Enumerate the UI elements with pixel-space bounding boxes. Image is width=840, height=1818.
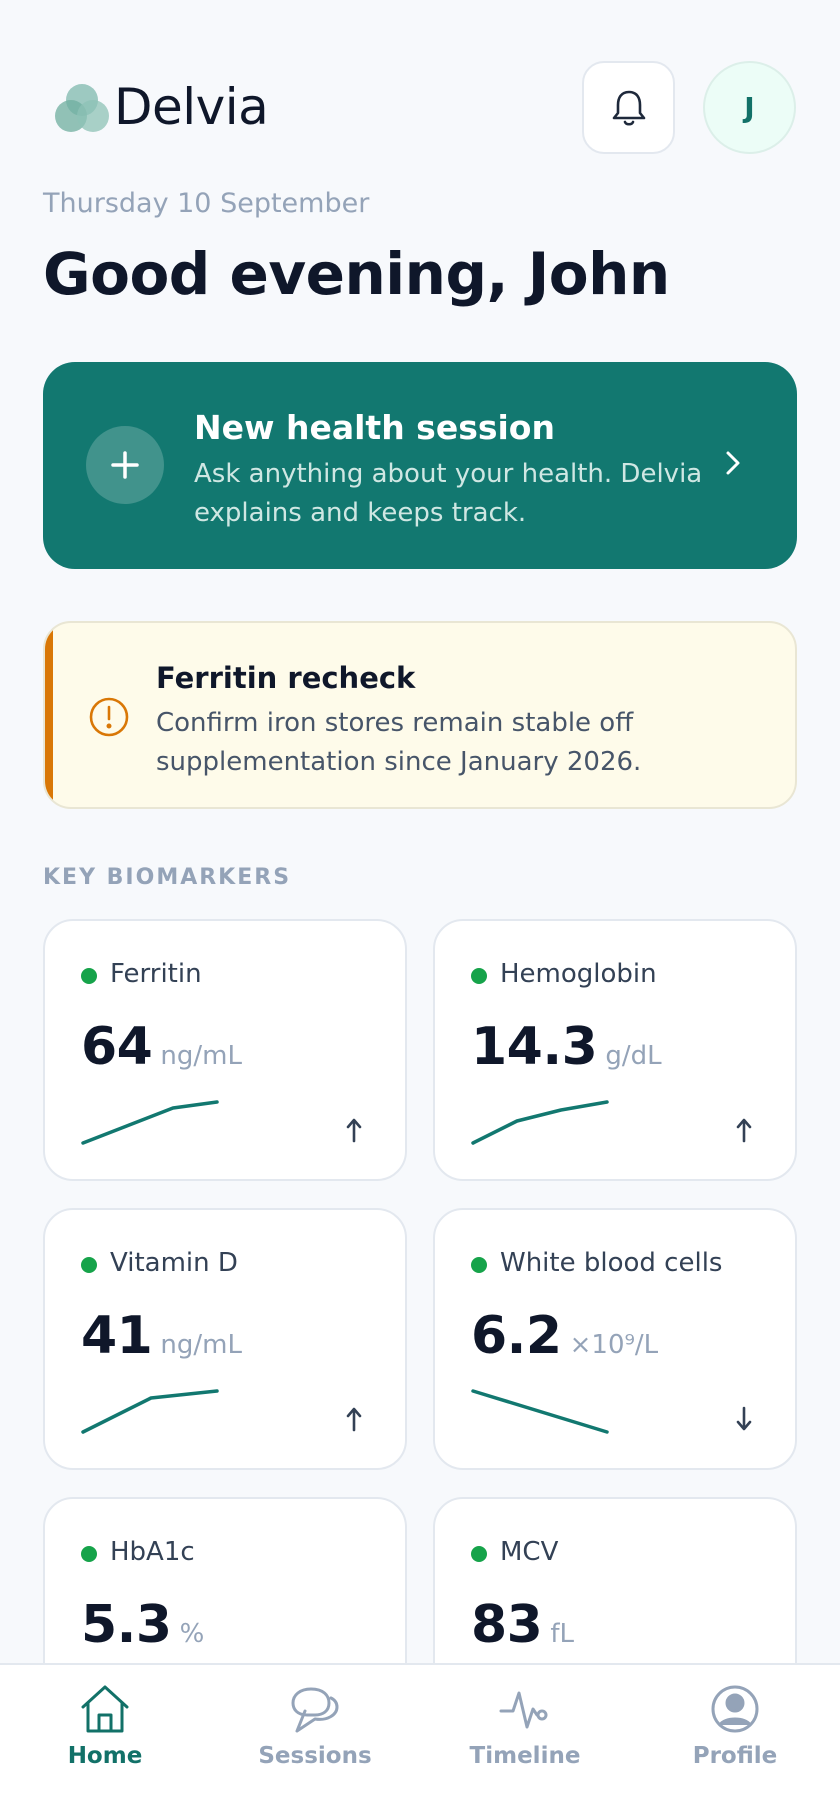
session-card-title: New health session — [194, 408, 555, 447]
tab-profile[interactable]: Profile — [635, 1681, 835, 1801]
avatar-initial: J — [744, 91, 755, 124]
biomarker-value: 83 — [471, 1595, 543, 1655]
session-card-description: Ask anything about your health. Delvia e… — [194, 459, 703, 528]
bell-icon — [612, 90, 645, 126]
alert-description: Confirm iron stores remain stable off su… — [156, 708, 642, 777]
biomarker-name: Hemoglobin — [500, 959, 657, 989]
status-dot — [81, 1546, 97, 1562]
biomarker-card-vitamin-d[interactable]: Vitamin D 41 ng/mL — [43, 1208, 407, 1470]
biomarker-value: 14.3 — [471, 1017, 598, 1077]
chevron-right-icon — [726, 451, 740, 475]
avatar[interactable]: J — [703, 61, 796, 154]
biomarker-value: 6.2 — [471, 1306, 562, 1366]
sparkline — [471, 1389, 609, 1434]
brand-name: Delvia — [114, 78, 269, 136]
biomarker-unit: ng/mL — [160, 1041, 242, 1071]
status-dot — [471, 968, 487, 984]
biomarker-value: 64 — [81, 1017, 153, 1077]
tab-label: Home — [67, 1743, 143, 1769]
biomarker-card-ferritin[interactable]: Ferritin 64 ng/mL — [43, 919, 407, 1181]
ferritin-alert-card[interactable]: Ferritin recheck Confirm iron stores rem… — [43, 621, 797, 809]
tab-sessions[interactable]: Sessions — [215, 1681, 415, 1801]
user-icon — [711, 1685, 759, 1733]
sparkline — [81, 1389, 219, 1434]
status-dot — [81, 968, 97, 984]
bottom-tab-bar: Home Sessions Timeline Profile — [0, 1663, 840, 1818]
notifications-button[interactable] — [582, 61, 675, 154]
tab-label: Timeline — [469, 1743, 581, 1769]
greeting-title: Good evening, John — [43, 240, 670, 308]
current-date: Thursday 10 September — [43, 188, 370, 219]
alert-title: Ferritin recheck — [156, 661, 416, 695]
tab-label: Sessions — [258, 1743, 372, 1769]
biomarker-unit: ng/mL — [160, 1330, 242, 1360]
tab-home[interactable]: Home — [5, 1681, 205, 1801]
pulse-icon — [499, 1691, 548, 1729]
biomarker-name: Vitamin D — [110, 1248, 238, 1278]
chat-icon — [291, 1687, 339, 1733]
biomarker-unit: % — [179, 1619, 205, 1649]
biomarker-value: 41 — [81, 1306, 153, 1366]
biomarker-unit: fL — [550, 1619, 575, 1649]
tab-label: Profile — [692, 1743, 778, 1769]
biomarker-card-hemoglobin[interactable]: Hemoglobin 14.3 g/dL — [433, 919, 797, 1181]
biomarker-name: HbA1c — [110, 1537, 195, 1567]
section-label-key-biomarkers: KEY BIOMARKERS — [43, 865, 292, 890]
sparkline — [81, 1100, 219, 1145]
status-dot — [471, 1257, 487, 1273]
plus-icon — [86, 426, 164, 504]
delvia-logo-icon — [55, 84, 109, 132]
status-dot — [471, 1546, 487, 1562]
status-dot — [81, 1257, 97, 1273]
trend-up-icon — [345, 1406, 363, 1436]
biomarker-name: White blood cells — [500, 1248, 723, 1278]
alert-accent-bar — [45, 623, 53, 807]
biomarker-unit: g/dL — [605, 1041, 662, 1071]
sparkline — [471, 1100, 609, 1145]
biomarker-name: MCV — [500, 1537, 559, 1567]
biomarker-unit: ×10⁹/L — [569, 1330, 659, 1360]
trend-up-icon — [345, 1117, 363, 1147]
biomarker-card-white-blood-cells[interactable]: White blood cells 6.2 ×10⁹/L — [433, 1208, 797, 1470]
tab-timeline[interactable]: Timeline — [425, 1681, 625, 1801]
biomarker-name: Ferritin — [110, 959, 202, 989]
biomarker-value: 5.3 — [81, 1595, 172, 1655]
trend-up-icon — [735, 1117, 753, 1147]
new-session-card[interactable]: New health session Ask anything about yo… — [43, 362, 797, 569]
app-header: Delvia J — [0, 0, 840, 170]
home-icon — [81, 1685, 129, 1733]
trend-down-icon — [735, 1406, 753, 1436]
alert-circle-icon — [89, 697, 129, 737]
